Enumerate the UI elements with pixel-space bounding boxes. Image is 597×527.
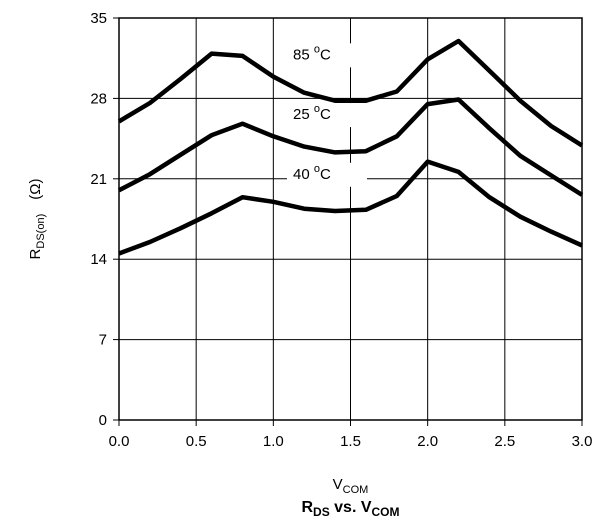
series-label-bg	[287, 43, 368, 68]
x-tick-label: 2.0	[417, 433, 438, 450]
series-label-25c: 25 oC	[293, 103, 331, 123]
x-tick-label: 1.0	[263, 433, 284, 450]
y-tick-label: 14	[90, 251, 107, 268]
chart-title-sub-com: COM	[372, 505, 400, 519]
series-label-40c: 40 oC	[293, 163, 331, 183]
y-axis-label-main: R	[27, 248, 44, 259]
y-tick-label: 7	[99, 332, 107, 349]
y-tick-label: 0	[99, 412, 107, 429]
x-tick-label: 0.0	[109, 433, 130, 450]
chart-title-mid: vs. V	[330, 499, 372, 516]
series-label-bg	[287, 162, 368, 187]
series-85c-line	[117, 38, 584, 148]
chart-title-r: R	[301, 499, 313, 516]
series-labels: 85 oC 25 oC 40 oC	[287, 43, 368, 187]
chart-title: RDS vs. VCOM	[301, 499, 399, 519]
series-40c-line	[118, 159, 583, 256]
series-group	[117, 38, 584, 256]
x-tick-label: 2.5	[494, 433, 515, 450]
y-tick-label: 35	[90, 10, 107, 27]
grid	[119, 18, 582, 420]
series-label-85c: 85 oC	[293, 43, 331, 63]
y-axis-label-unit: (Ω)	[27, 179, 44, 200]
y-tick-label: 28	[90, 90, 107, 107]
x-tick-label: 1.5	[340, 433, 361, 450]
axis-ticks: 0.0 0.5 1.0 1.5 2.0 2.5 3.0 0 7 14 21 28 35	[90, 10, 592, 450]
series-25c-line	[117, 97, 584, 197]
series-label-bg	[287, 103, 368, 128]
y-axis-label-sub: DS(on)	[35, 214, 47, 249]
x-axis-label-sub: COM	[343, 484, 369, 496]
y-tick-label: 21	[90, 171, 107, 188]
x-axis-label: VCOM	[333, 476, 369, 496]
x-tick-label: 0.5	[186, 433, 207, 450]
x-tick-label: 3.0	[572, 433, 593, 450]
chart-title-sub-ds: DS	[313, 505, 330, 519]
y-axis-label: RDS(on) (Ω)	[27, 179, 47, 260]
x-axis-label-main: V	[333, 476, 343, 493]
